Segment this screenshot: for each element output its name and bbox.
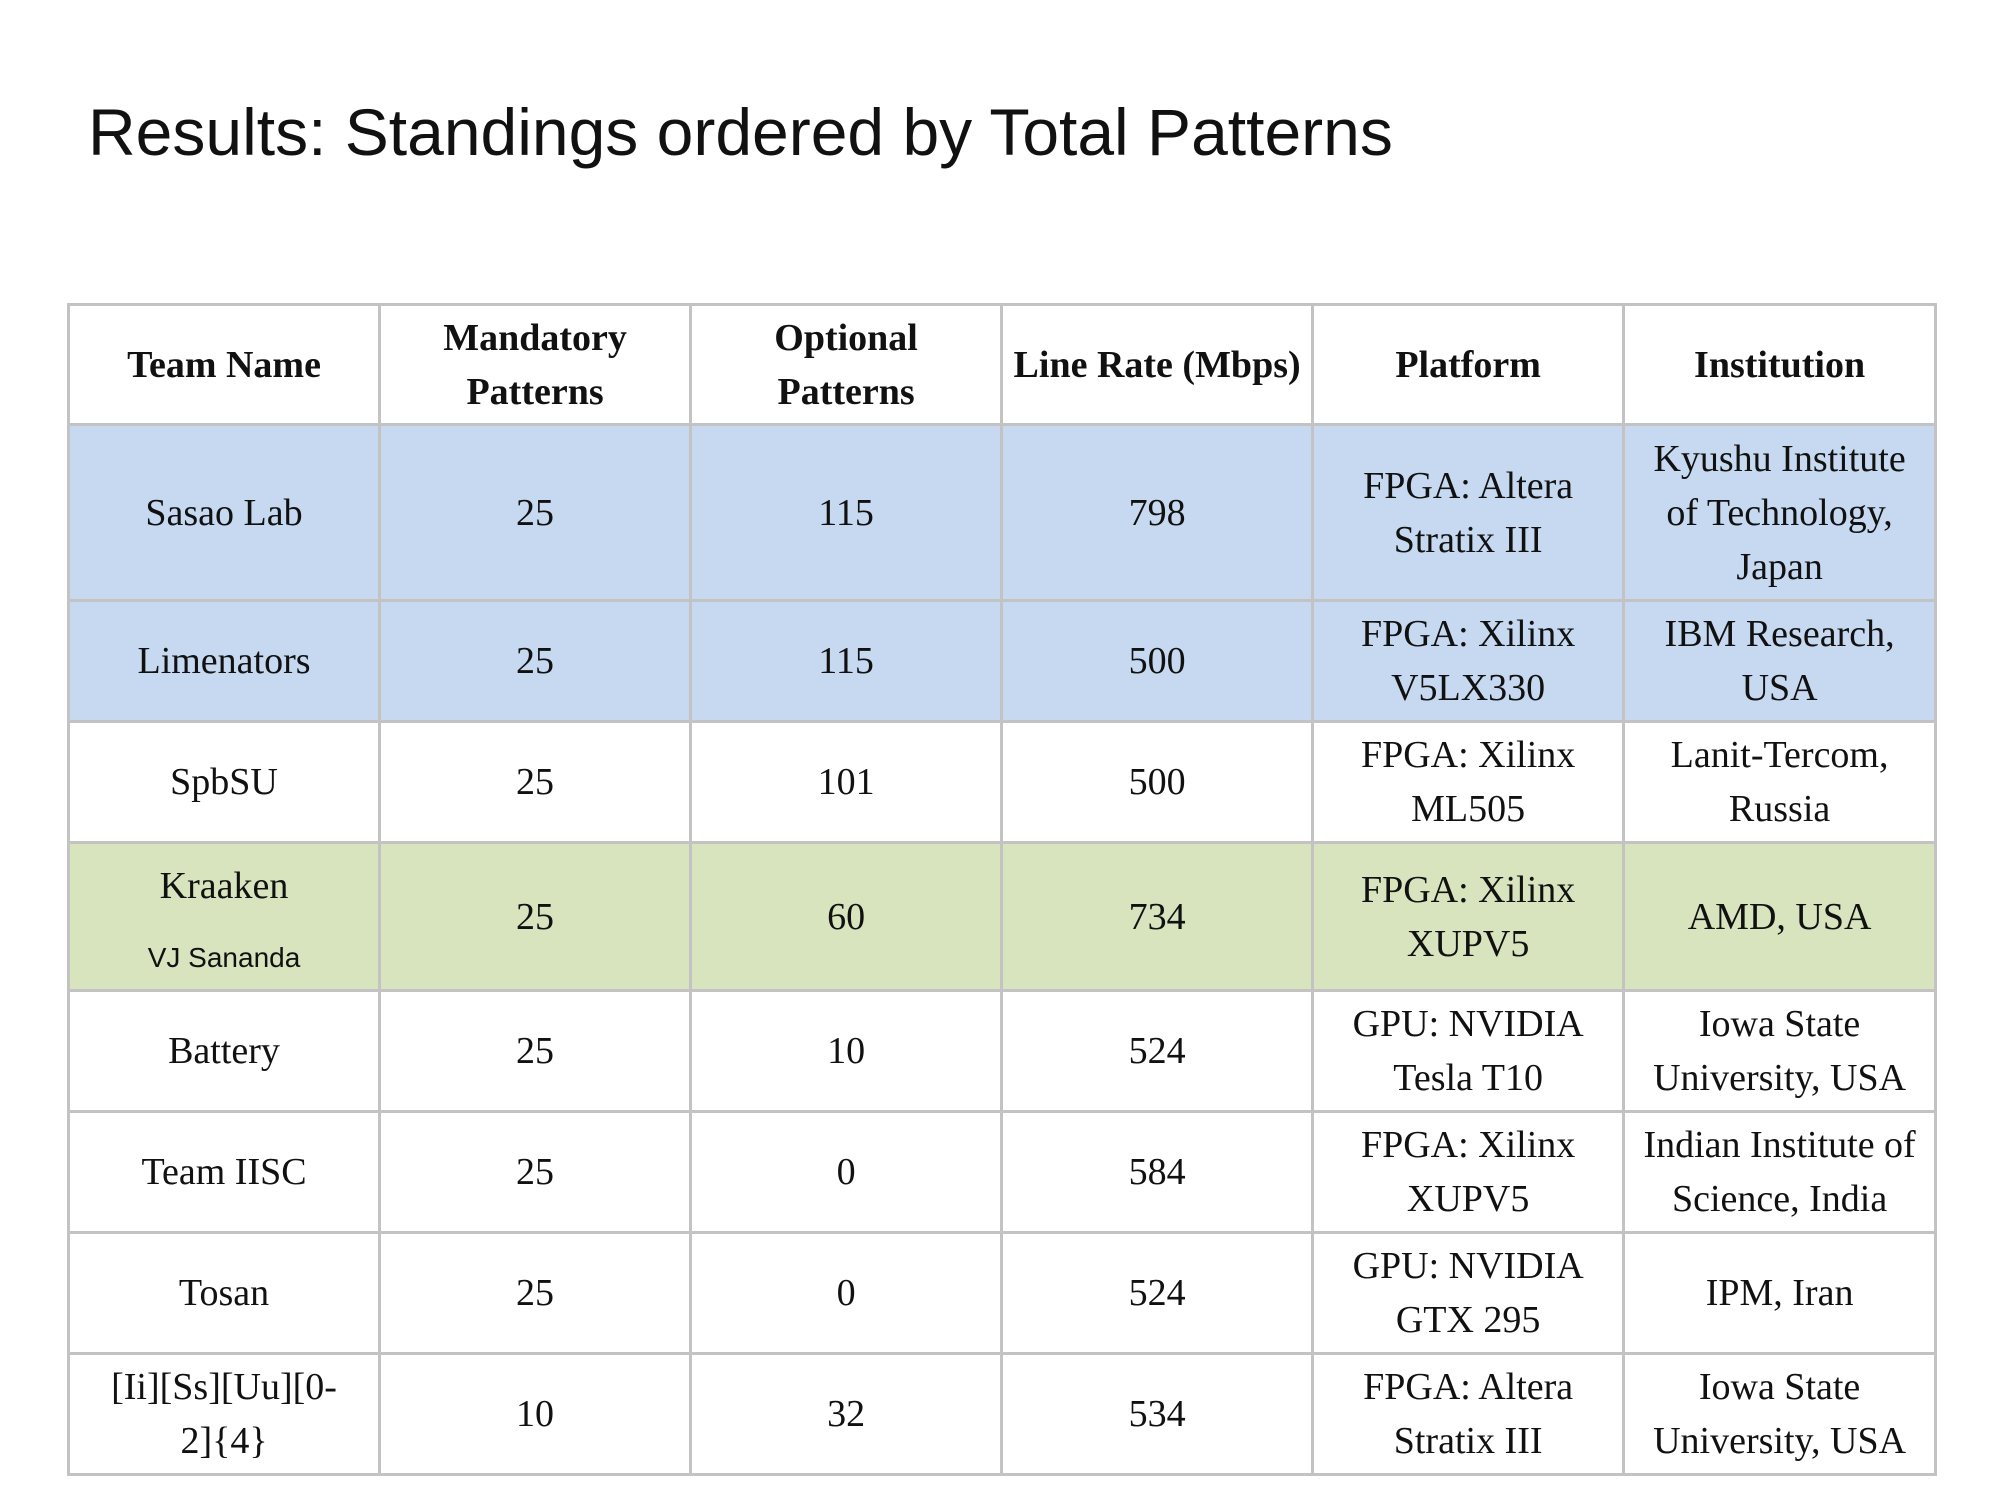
header-line-rate: Line Rate (Mbps)	[1000, 303, 1315, 426]
table-row: Tosan 25 0 524 GPU: NVIDIA GTX 295 IPM, …	[66, 1231, 1937, 1355]
institution-cell: IBM Research, USA	[1622, 599, 1937, 723]
optional-cell: 60	[689, 841, 1004, 992]
institution-cell: IPM, Iran	[1622, 1231, 1937, 1355]
optional-cell: 10	[689, 989, 1004, 1113]
table-row: Limenators 25 115 500 FPGA: Xilinx V5LX3…	[66, 599, 1937, 723]
mandatory-cell: 25	[378, 841, 693, 992]
mandatory-cell: 25	[378, 1231, 693, 1355]
table-row: Battery 25 10 524 GPU: NVIDIA Tesla T10 …	[66, 989, 1937, 1113]
institution-cell: Iowa State University, USA	[1622, 1352, 1937, 1476]
platform-cell: GPU: NVIDIA GTX 295	[1311, 1231, 1626, 1355]
optional-cell: 0	[689, 1110, 1004, 1234]
platform-cell: FPGA: Altera Stratix III	[1311, 1352, 1626, 1476]
team-name-cell: Sasao Lab	[66, 423, 382, 602]
platform-cell: FPGA: Xilinx XUPV5	[1311, 1110, 1626, 1234]
mandatory-cell: 25	[378, 599, 693, 723]
line-rate-cell: 584	[1000, 1110, 1315, 1234]
line-rate-cell: 524	[1000, 989, 1315, 1113]
mandatory-cell: 25	[378, 989, 693, 1113]
mandatory-cell: 10	[378, 1352, 693, 1476]
institution-cell: Iowa State University, USA	[1622, 989, 1937, 1113]
header-optional-patterns: Optional Patterns	[689, 303, 1004, 426]
platform-cell: GPU: NVIDIA Tesla T10	[1311, 989, 1626, 1113]
mandatory-cell: 25	[378, 1110, 693, 1234]
optional-cell: 32	[689, 1352, 1004, 1476]
team-name-cell: [Ii][Ss][Uu][0- 2]{4}	[66, 1352, 382, 1476]
table-row: Team IISC 25 0 584 FPGA: Xilinx XUPV5 In…	[66, 1110, 1937, 1234]
line-rate-cell: 524	[1000, 1231, 1315, 1355]
table-row: [Ii][Ss][Uu][0- 2]{4} 10 32 534 FPGA: Al…	[66, 1352, 1937, 1476]
table-row: Kraaken VJ Sananda 25 60 734 FPGA: Xilin…	[66, 841, 1937, 992]
team-name-cell: Kraaken VJ Sananda	[66, 841, 382, 992]
institution-cell: Lanit-Tercom, Russia	[1622, 720, 1937, 844]
line-rate-cell: 734	[1000, 841, 1315, 992]
team-member-name: VJ Sananda	[147, 941, 301, 973]
table-row: Sasao Lab 25 115 798 FPGA: Altera Strati…	[66, 423, 1937, 602]
team-name-text: Kraaken	[159, 864, 289, 907]
header-mandatory-patterns: Mandatory Patterns	[378, 303, 693, 426]
institution-cell: Kyushu Institute of Technology, Japan	[1622, 423, 1937, 602]
standings-table: Team Name Mandatory Patterns Optional Pa…	[66, 303, 1937, 1476]
optional-cell: 0	[689, 1231, 1004, 1355]
mandatory-cell: 25	[378, 720, 693, 844]
optional-cell: 115	[689, 423, 1004, 602]
team-name-cell: Tosan	[66, 1231, 382, 1355]
line-rate-cell: 534	[1000, 1352, 1315, 1476]
platform-cell: FPGA: Xilinx XUPV5	[1311, 841, 1626, 992]
team-name-cell: Limenators	[66, 599, 382, 723]
line-rate-cell: 500	[1000, 720, 1315, 844]
platform-cell: FPGA: Xilinx V5LX330	[1311, 599, 1626, 723]
header-platform: Platform	[1311, 303, 1626, 426]
team-name-cell: Battery	[66, 989, 382, 1113]
platform-cell: FPGA: Xilinx ML505	[1311, 720, 1626, 844]
line-rate-cell: 798	[1000, 423, 1315, 602]
institution-cell: AMD, USA	[1622, 841, 1937, 992]
optional-cell: 115	[689, 599, 1004, 723]
header-row: Team Name Mandatory Patterns Optional Pa…	[66, 303, 1937, 426]
table-row: SpbSU 25 101 500 FPGA: Xilinx ML505 Lani…	[66, 720, 1937, 844]
optional-cell: 101	[689, 720, 1004, 844]
team-name-cell: Team IISC	[66, 1110, 382, 1234]
team-name-cell: SpbSU	[66, 720, 382, 844]
platform-cell: FPGA: Altera Stratix III	[1311, 423, 1626, 602]
slide-title: Results: Standings ordered by Total Patt…	[88, 95, 1393, 169]
line-rate-cell: 500	[1000, 599, 1315, 723]
institution-cell: Indian Institute of Science, India	[1622, 1110, 1937, 1234]
header-team-name: Team Name	[66, 303, 382, 426]
mandatory-cell: 25	[378, 423, 693, 602]
header-institution: Institution	[1622, 303, 1937, 426]
